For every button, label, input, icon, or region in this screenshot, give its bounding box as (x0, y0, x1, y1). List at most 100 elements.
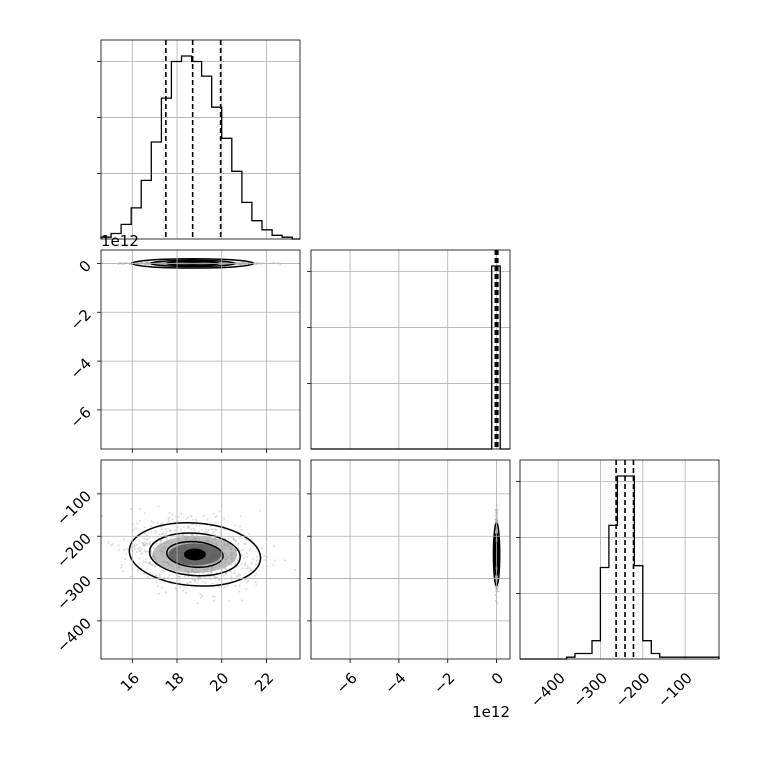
sample-point (227, 599, 230, 602)
panel-frame (100, 459, 301, 660)
sample-point (192, 527, 195, 530)
sample-point (244, 567, 247, 570)
sample-point (222, 574, 225, 577)
sample-point (247, 580, 250, 582)
panel-p0-p2 (93, 459, 301, 663)
x-tick-label: −300 (569, 669, 611, 711)
sample-point (187, 526, 190, 529)
sample-point (180, 512, 183, 515)
sample-point (181, 534, 184, 537)
sample-point (178, 575, 181, 578)
sample-point (145, 542, 148, 545)
sample-point (186, 582, 188, 585)
sample-point (149, 571, 152, 574)
sample-point (163, 570, 165, 573)
density-contour (148, 532, 241, 577)
sample-point (232, 537, 235, 540)
sample-point (223, 517, 226, 520)
y-tick-label: −200 (53, 529, 95, 571)
sample-point (203, 531, 206, 534)
sample-point (164, 532, 167, 535)
sample-point (158, 592, 160, 595)
sample-point (143, 544, 145, 546)
sample-point (240, 563, 243, 566)
sample-point (235, 575, 238, 578)
sample-point (187, 516, 190, 519)
sample-point (201, 529, 204, 531)
sample-point (206, 531, 208, 534)
sample-point (190, 528, 192, 531)
sample-point (226, 584, 229, 587)
sample-point (196, 602, 199, 605)
sample-point (93, 510, 95, 512)
sample-point (138, 549, 141, 552)
sample-point (133, 544, 136, 547)
sample-point (159, 576, 162, 579)
sample-point (130, 508, 133, 510)
sample-point (142, 544, 145, 547)
sample-point (242, 557, 245, 560)
sample-point (196, 581, 199, 584)
sample-point (245, 552, 248, 555)
sample-point (204, 528, 207, 531)
sample-point (178, 534, 181, 537)
x-tick-label: 16 (117, 669, 143, 695)
sample-point (155, 581, 158, 584)
y-tick-label: 0 (76, 257, 95, 276)
sample-point (260, 546, 263, 549)
sample-point (133, 545, 136, 548)
panel-background (311, 460, 510, 659)
x-tick-label: −2 (430, 669, 458, 697)
sample-point (133, 548, 136, 551)
sample-point (174, 587, 177, 589)
sample-point (139, 507, 142, 510)
sample-point (160, 526, 163, 528)
sample-point (156, 522, 159, 525)
sample-point (230, 564, 233, 567)
sample-point (161, 533, 164, 536)
sample-point (195, 533, 198, 536)
sample-point (138, 557, 141, 560)
sample-point (125, 553, 128, 556)
sample-point (244, 542, 247, 545)
x-tick-label: −6 (332, 669, 360, 697)
sample-point (190, 515, 193, 518)
sample-point (101, 514, 104, 517)
sample-point (254, 581, 257, 584)
sample-point (124, 558, 127, 561)
sample-point (171, 514, 174, 517)
sample-point (241, 599, 243, 602)
sample-point (243, 543, 246, 545)
sample-point (255, 572, 258, 575)
sample-point (144, 545, 146, 547)
sample-point (189, 514, 192, 517)
sample-point (225, 568, 228, 570)
sample-point (160, 569, 163, 572)
sample-point (213, 595, 216, 598)
sample-point (213, 576, 216, 579)
sample-point (233, 570, 236, 573)
sample-point (212, 513, 215, 516)
sample-point (211, 582, 214, 585)
sample-point (197, 576, 200, 579)
sample-point (230, 578, 233, 581)
sample-point (248, 533, 251, 535)
panel-frame (310, 459, 511, 660)
sample-point (197, 576, 200, 579)
sample-point (496, 520, 499, 523)
sample-point (177, 575, 180, 578)
sample-point (136, 570, 139, 573)
sample-point (230, 576, 232, 579)
sample-point (245, 588, 248, 591)
sample-point (496, 602, 499, 605)
sample-point (215, 529, 218, 532)
sample-point (496, 590, 499, 593)
sample-point (240, 537, 243, 540)
sample-point (135, 551, 138, 553)
sample-point (178, 516, 180, 518)
sample-point (225, 572, 228, 575)
sample-point (233, 572, 236, 575)
sample-point (232, 538, 235, 541)
sample-point (251, 537, 254, 540)
